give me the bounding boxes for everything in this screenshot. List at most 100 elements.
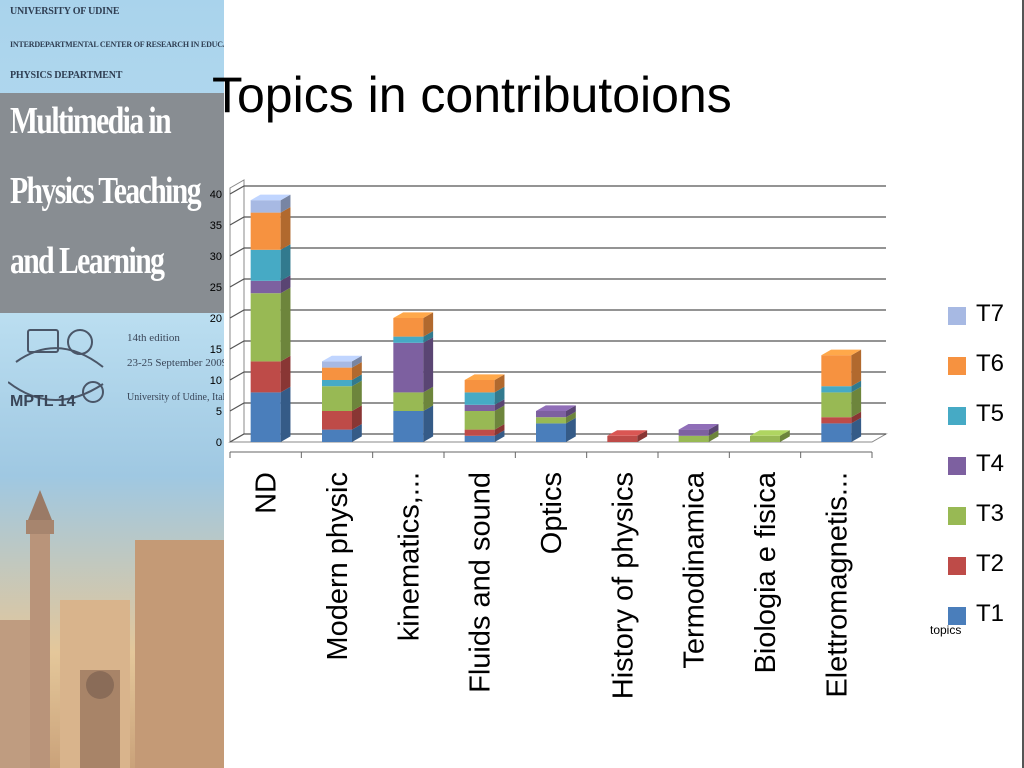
- bar-T1-8-side: [851, 417, 862, 442]
- conference-title-line-3: and Learning: [10, 240, 165, 282]
- bar-T1-3-side: [494, 430, 505, 442]
- gridline-40: [229, 185, 886, 195]
- bar-T6-8-side: [851, 349, 862, 387]
- slide-title: Topics in contributoions: [212, 67, 732, 123]
- legend-swatch-T7: [948, 307, 966, 325]
- bar-T5-8-front: [821, 386, 852, 393]
- bar-T6-1-front: [322, 367, 352, 380]
- bar-T3-2-front: [393, 392, 424, 411]
- bar-T7-1-side: [352, 355, 362, 368]
- legend-title: topics: [930, 623, 962, 637]
- bar-T1-4-front: [536, 423, 566, 442]
- gridline-35: [229, 216, 886, 226]
- bar-T7-1-front: [322, 361, 352, 368]
- bar-top-7: [750, 430, 790, 436]
- center-line: INTERDEPARTMENTAL CENTER OF RESEARCH IN …: [10, 40, 224, 49]
- y-tick-label-35: 35: [210, 220, 222, 232]
- y-tick-label-25: 25: [210, 282, 222, 294]
- x-category-label-8: Elettromagnetis...: [821, 472, 853, 698]
- bar-T3-6-side: [708, 430, 719, 442]
- gridline-0: [229, 433, 886, 443]
- bar-T6-0-front: [250, 212, 281, 250]
- x-category-label-0: ND: [251, 472, 283, 514]
- gridline-30: [229, 247, 886, 257]
- bar-T2-3-front: [464, 429, 495, 436]
- bar-T1-2-front: [393, 411, 424, 442]
- mptl-logo-icon: [8, 329, 104, 403]
- edition-line: 14th edition: [127, 332, 180, 344]
- bar-T1-0-side: [280, 386, 291, 442]
- bar-T5-3-side: [494, 386, 505, 405]
- bar-T5-1-front: [322, 380, 352, 387]
- bar-T3-7-side: [780, 430, 790, 442]
- y-tick-label-5: 5: [216, 406, 222, 418]
- x-category-label-2: kinematics,...: [393, 472, 425, 641]
- bar-T5-0-front: [250, 249, 281, 281]
- x-category-label-4: Optics: [536, 472, 568, 554]
- legend-item-T3: T3: [948, 500, 1024, 530]
- bar-T3-0-side: [280, 287, 291, 362]
- bar-T5-0-side: [280, 244, 291, 281]
- bar-T3-4-front: [536, 417, 566, 424]
- bar-T1-2-side: [423, 405, 434, 442]
- bar-T2-1-front: [322, 411, 352, 430]
- bar-T4-0-front: [250, 280, 281, 294]
- legend-label-T2: T2: [976, 550, 1005, 577]
- bar-T5-2-front: [393, 336, 424, 343]
- conference-side-panel: UNIVERSITY OF UDINE INTERDEPARTMENTAL CE…: [0, 0, 224, 768]
- bar-T5-2-side: [423, 331, 434, 343]
- bar-T6-0-side: [280, 207, 291, 250]
- bar-top-6: [678, 424, 719, 430]
- venue-line: University of Udine, Italy: [127, 392, 224, 403]
- bar-T3-4-side: [566, 411, 576, 424]
- x-category-label-6: Termodinamica: [679, 471, 711, 668]
- y-tick-label-10: 10: [210, 375, 222, 387]
- y-tick-label-30: 30: [210, 251, 222, 263]
- bar-T3-7-front: [750, 435, 780, 442]
- legend-item-T5: T5: [948, 400, 1024, 430]
- bar-T1-8-front: [821, 423, 852, 442]
- bar-T1-3-front: [464, 435, 495, 442]
- bar-T7-0-side: [280, 194, 291, 213]
- gridline-5: [229, 402, 886, 412]
- bar-T3-1-front: [322, 386, 352, 411]
- bar-T6-3-front: [464, 380, 495, 393]
- bar-T1-1-front: [322, 429, 352, 442]
- bar-T4-3-side: [494, 399, 505, 411]
- bar-top-0: [250, 194, 291, 201]
- y-tick-label-0: 0: [216, 437, 222, 449]
- bar-T7-0-front: [250, 200, 281, 213]
- gridline-25: [229, 278, 886, 288]
- bar-T6-2-side: [423, 312, 434, 337]
- bar-top-1: [322, 355, 362, 362]
- bar-top-2: [393, 312, 434, 318]
- stacked-bar-chart: 0 5 10 15 20 25 30 35 40 ND Modern physic kinematic…: [210, 179, 888, 699]
- bar-T1-4-side: [566, 417, 576, 442]
- bar-T2-5-front: [607, 435, 638, 442]
- bar-T4-2-side: [423, 337, 434, 393]
- bar-T3-3-front: [464, 411, 495, 430]
- bar-T2-8-front: [821, 417, 852, 424]
- bar-T2-0-side: [280, 355, 291, 393]
- slide-edge: [1022, 0, 1024, 768]
- x-category-label-3: Fluids and sound: [465, 472, 497, 693]
- legend-swatch-T1: [948, 607, 966, 625]
- legend-swatch-T6: [948, 357, 966, 375]
- bar-T4-0-side: [280, 275, 291, 294]
- dates-line: 23-25 September 2009: [127, 357, 224, 369]
- gridline-10: [229, 371, 886, 381]
- x-category-label-1: Modern physic: [322, 472, 354, 661]
- bar-T5-8-side: [851, 380, 862, 393]
- y-tick-label-40: 40: [210, 189, 222, 201]
- gridline-15: [229, 340, 886, 350]
- gridline-20: [229, 309, 886, 319]
- y-tick-label-20: 20: [210, 313, 222, 325]
- bar-top-8: [821, 349, 862, 356]
- mptl-logo-text: MPTL 14: [10, 393, 76, 410]
- legend-swatch-T4: [948, 457, 966, 475]
- bar-top-3: [464, 374, 505, 380]
- conference-title-line-2: Physics Teaching: [10, 170, 202, 212]
- bar-T6-2-front: [393, 318, 424, 337]
- y-tick-label-15: 15: [210, 344, 222, 356]
- legend-label-T3: T3: [976, 500, 1005, 527]
